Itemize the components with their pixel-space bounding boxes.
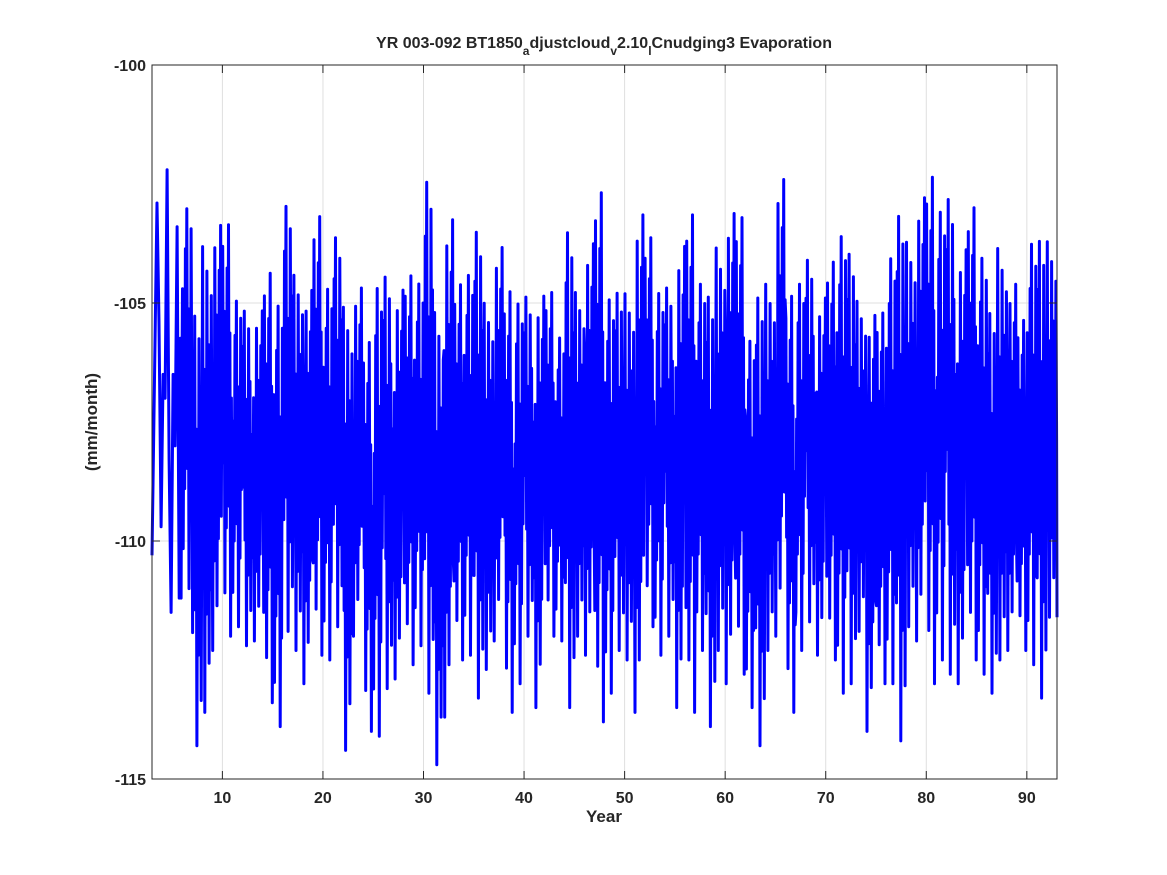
x-tick-label: 70 bbox=[817, 790, 835, 807]
x-tick-label: 10 bbox=[213, 790, 231, 807]
y-tick-label: -110 bbox=[115, 534, 146, 551]
title-part: Cnudging3 Evaporation bbox=[652, 35, 832, 52]
title-part: YR 003-092 BT1850 bbox=[376, 35, 523, 52]
title-subscript: l bbox=[648, 44, 651, 58]
plot-frame bbox=[151, 64, 1058, 780]
y-tick-label: -115 bbox=[115, 772, 146, 789]
title-subscript: a bbox=[523, 44, 530, 58]
title-subscript: v bbox=[610, 44, 617, 58]
x-tick-label: 50 bbox=[616, 790, 634, 807]
title-part: 2.10 bbox=[617, 35, 648, 52]
x-axis-label: Year bbox=[586, 807, 622, 826]
x-tick-label: 40 bbox=[515, 790, 533, 807]
x-tick-label: 30 bbox=[415, 790, 433, 807]
x-tick-label: 20 bbox=[314, 790, 332, 807]
series-line-evaporation bbox=[150, 168, 1059, 767]
chart-title: YR 003-092 BT1850adjustcloudv2.10lCnudgi… bbox=[376, 35, 832, 58]
y-tick-label: -100 bbox=[114, 58, 146, 75]
x-tick-label: 80 bbox=[917, 790, 935, 807]
title-part: djustcloud bbox=[529, 35, 610, 52]
y-axis-label: (mm/month) bbox=[82, 373, 101, 471]
x-tick-label: 90 bbox=[1018, 790, 1036, 807]
axes: 10 20 30 40 50 60 70 80 90 -115 -110 -105 -100 bbox=[114, 58, 1057, 807]
y-tick-label: -105 bbox=[114, 296, 146, 313]
x-tick-label: 60 bbox=[716, 790, 734, 807]
